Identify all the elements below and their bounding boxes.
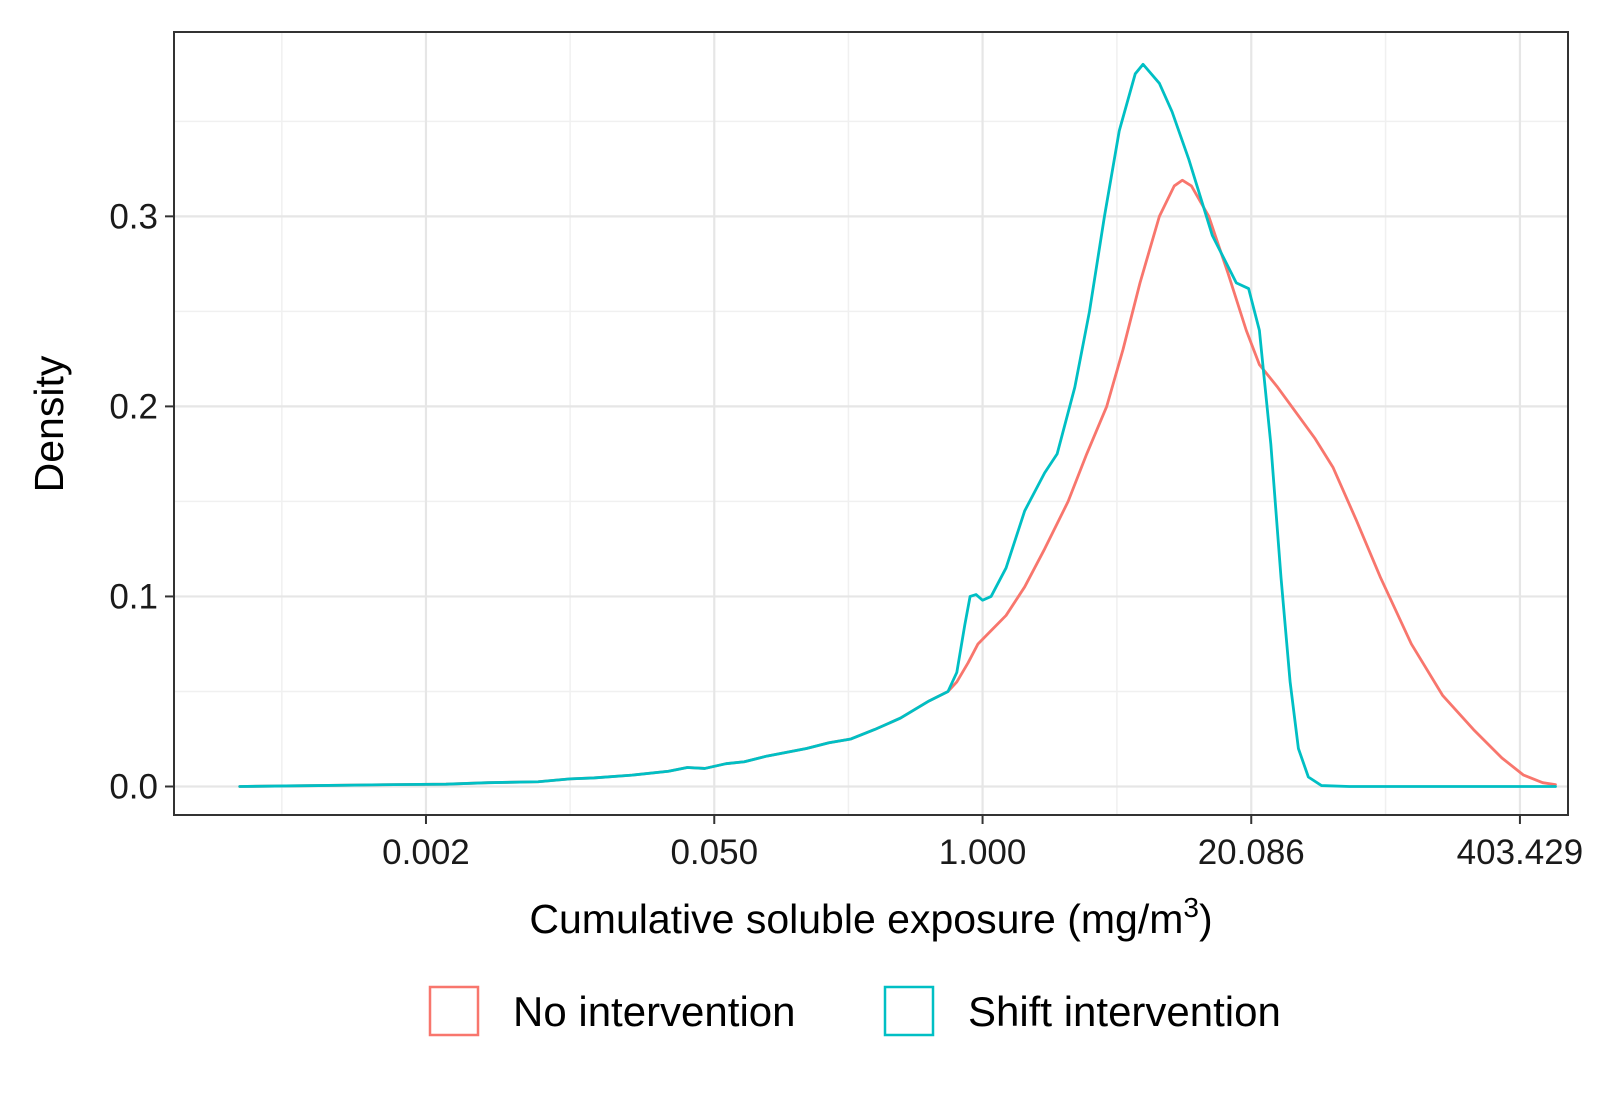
y-tick-label: 0.2 <box>109 387 158 426</box>
x-tick-label: 0.002 <box>382 833 470 872</box>
legend-item-shift-intervention: Shift intervention <box>883 985 1281 1037</box>
x-tick-label: 20.086 <box>1198 833 1305 872</box>
x-axis: 0.002 0.050 1.000 20.086 403.429 <box>382 815 1583 872</box>
x-tick-label: 1.000 <box>939 833 1027 872</box>
plot-panel-border <box>173 31 1569 816</box>
x-axis-title-main: Cumulative soluble exposure (mg/m <box>529 896 1183 942</box>
x-tick-label: 0.050 <box>670 833 758 872</box>
series-layer <box>238 62 1557 788</box>
minor-gridlines <box>174 32 1568 815</box>
x-axis-title: Cumulative soluble exposure (mg/m3) <box>529 892 1212 942</box>
y-axis-title: Density <box>26 355 72 492</box>
y-tick-label: 0.0 <box>109 767 158 806</box>
x-tick-label: 403.429 <box>1457 833 1584 872</box>
legend-label-no-intervention: No intervention <box>513 988 796 1035</box>
y-tick-label: 0.1 <box>109 577 158 616</box>
legend-key-shift-intervention <box>883 985 935 1037</box>
x-axis-title-superscript: 3 <box>1183 892 1199 923</box>
legend-item-no-intervention: No intervention <box>428 985 796 1037</box>
legend-label-shift-intervention: Shift intervention <box>968 988 1281 1035</box>
legend: No intervention Shift intervention <box>428 985 1281 1037</box>
y-axis: 0.0 0.1 0.2 0.3 <box>109 197 174 806</box>
series-line-shift-intervention <box>238 62 1557 788</box>
y-tick-label: 0.3 <box>109 197 158 236</box>
plot-panel-background <box>174 32 1568 815</box>
x-axis-title-suffix: ) <box>1199 896 1213 942</box>
legend-key-no-intervention <box>428 985 480 1037</box>
